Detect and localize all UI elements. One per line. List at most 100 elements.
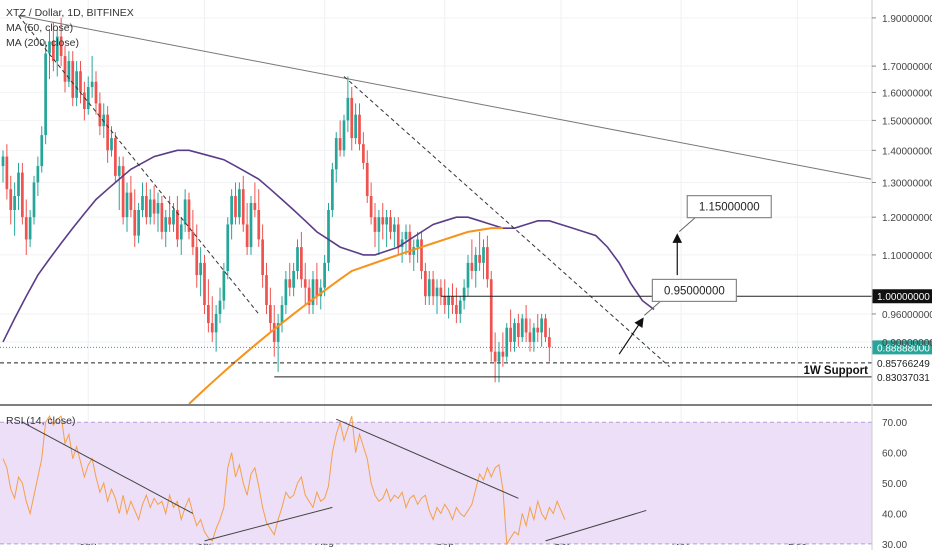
candle-body bbox=[55, 36, 59, 62]
candle-body bbox=[536, 327, 540, 333]
candle-body bbox=[389, 217, 392, 232]
candle-body bbox=[501, 351, 505, 357]
candle-body bbox=[168, 217, 171, 225]
moving-averages bbox=[2, 149, 655, 405]
candle-body bbox=[540, 318, 543, 333]
candle-body bbox=[261, 239, 264, 276]
callout-pointer bbox=[678, 217, 696, 233]
rsi-pane: 70.00 60.00 50.00 40.00 30.00 bbox=[0, 404, 932, 551]
candle-body bbox=[300, 247, 303, 280]
y-tick-label: 1.90000000 bbox=[882, 14, 932, 25]
candle-body bbox=[424, 270, 427, 297]
candle-body bbox=[455, 305, 458, 314]
candle-body bbox=[416, 239, 419, 248]
candle-body bbox=[75, 71, 78, 98]
candle-body bbox=[79, 71, 82, 93]
candle-body bbox=[214, 313, 218, 333]
candle-body bbox=[497, 351, 501, 362]
candle-body bbox=[164, 217, 168, 232]
rsi-tick-label: 60.00 bbox=[882, 449, 907, 460]
candle-body bbox=[544, 318, 547, 338]
candle-body bbox=[226, 224, 230, 271]
candle-body bbox=[478, 254, 481, 263]
y-tick-label: 1.70000000 bbox=[882, 62, 932, 73]
candle-body bbox=[203, 262, 206, 306]
rsi-divergence-line bbox=[336, 418, 519, 499]
candle-body bbox=[373, 217, 377, 232]
candle-body bbox=[276, 323, 280, 342]
candle-body bbox=[292, 270, 295, 288]
candle-body bbox=[272, 323, 276, 342]
ma50-legend[interactable]: MA (50, close) bbox=[6, 22, 74, 34]
candle-body bbox=[9, 189, 13, 211]
candle-body bbox=[288, 279, 292, 288]
candle-body bbox=[102, 114, 106, 127]
ma200-legend[interactable]: MA (200, close) bbox=[6, 37, 79, 49]
candle-body bbox=[156, 202, 160, 214]
candle-body bbox=[36, 166, 40, 183]
candle-body bbox=[323, 262, 326, 288]
y-tick-label: 0.96000000 bbox=[882, 310, 932, 321]
candle-body bbox=[470, 262, 474, 271]
current-price-tag bbox=[872, 340, 932, 355]
candle-body bbox=[245, 224, 249, 248]
candle-body bbox=[532, 327, 536, 342]
candle-body bbox=[106, 114, 109, 151]
rsi-divergence-line bbox=[22, 421, 194, 514]
candle-body bbox=[451, 296, 454, 306]
y-tick-label: 1.20000000 bbox=[882, 213, 932, 224]
candle-body bbox=[67, 61, 71, 82]
candle-body bbox=[365, 162, 369, 197]
candle-body bbox=[435, 287, 439, 297]
candle-body bbox=[482, 247, 485, 263]
symbol-title[interactable]: XTZ / Dollar, 1D, BITFINEX bbox=[6, 7, 134, 19]
level-label: 0.85766249 bbox=[877, 359, 930, 370]
candle-body bbox=[520, 318, 524, 338]
candle-body bbox=[145, 196, 148, 218]
candle-body bbox=[63, 56, 67, 82]
target-label: 1.15000000 bbox=[699, 202, 760, 214]
current-price-label: 0.88888000 bbox=[877, 343, 930, 354]
candle-body bbox=[377, 217, 381, 232]
candle-body bbox=[90, 81, 94, 88]
candle-body bbox=[447, 296, 450, 306]
candle-body bbox=[199, 262, 202, 276]
rsi-line bbox=[2, 415, 566, 546]
candle-body bbox=[443, 296, 447, 306]
candle-body bbox=[307, 287, 311, 306]
candle-body bbox=[40, 135, 44, 167]
candle-body bbox=[241, 189, 245, 225]
drawings: 1W Support 0.95000000 1.15000000 bbox=[0, 15, 872, 378]
candle-body bbox=[524, 318, 528, 333]
candles bbox=[1, 17, 551, 383]
candle-body bbox=[52, 41, 55, 62]
candle-body bbox=[466, 262, 470, 288]
candle-body bbox=[393, 224, 396, 232]
target-label: 0.95000000 bbox=[664, 285, 725, 297]
candle-body bbox=[218, 300, 222, 314]
y-tick-label: 1.60000000 bbox=[882, 88, 932, 99]
candle-body bbox=[354, 114, 357, 139]
callout-pointer bbox=[644, 301, 661, 316]
y-tick-label: 0.90000000 bbox=[882, 338, 932, 349]
rsi-legend[interactable]: RSI (14, close) bbox=[6, 415, 76, 427]
axis-area bbox=[872, 0, 932, 550]
candle-body bbox=[474, 254, 478, 271]
candle-body bbox=[176, 210, 179, 240]
candle-body bbox=[513, 323, 516, 342]
y-tick-label: 1.50000000 bbox=[882, 116, 932, 127]
level-label: 0.83037031 bbox=[877, 373, 930, 384]
candle-body bbox=[238, 189, 241, 218]
candle-body bbox=[346, 97, 350, 121]
candle-body bbox=[249, 202, 253, 248]
candle-body bbox=[160, 202, 164, 232]
candle-body bbox=[83, 92, 86, 109]
candle-body bbox=[44, 53, 47, 136]
candle-body bbox=[183, 199, 187, 225]
rsi-tick-label: 30.00 bbox=[882, 540, 907, 550]
candle-body bbox=[462, 287, 466, 301]
candle-body bbox=[117, 166, 121, 176]
candle-body bbox=[137, 210, 140, 236]
